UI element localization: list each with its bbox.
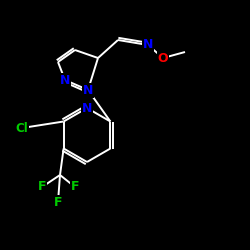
Text: N: N [82,102,92,114]
Text: F: F [54,196,62,208]
Text: F: F [38,180,46,194]
Text: F: F [71,180,79,194]
Text: Cl: Cl [16,122,28,134]
Text: N: N [60,74,70,86]
Text: N: N [143,38,153,52]
Text: N: N [83,84,93,96]
Text: O: O [158,52,168,64]
